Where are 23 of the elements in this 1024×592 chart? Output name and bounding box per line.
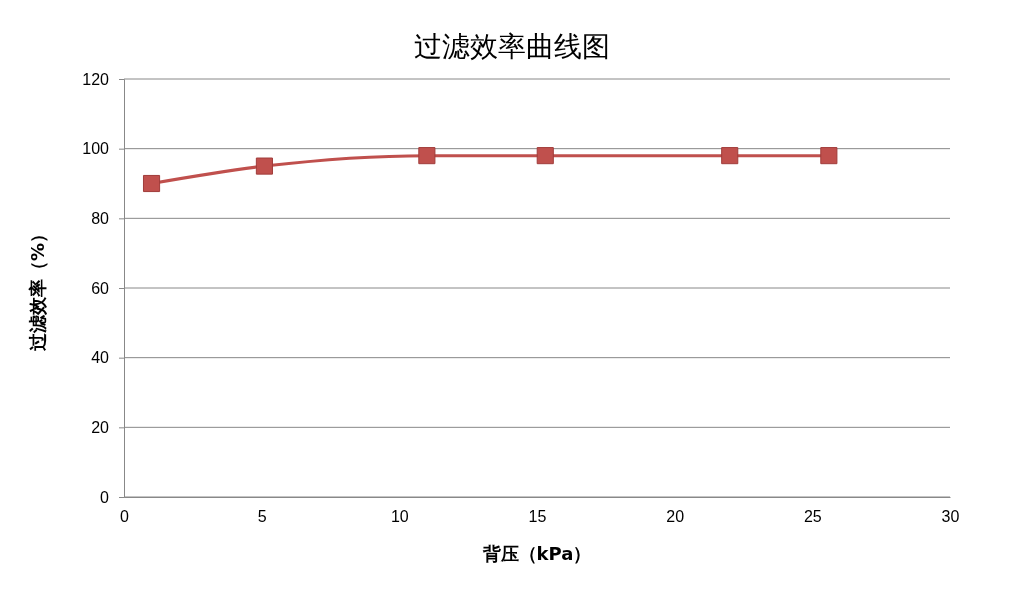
y-tick-label: 60: [91, 279, 110, 297]
y-tick-label: 120: [82, 70, 110, 88]
y-tick-label: 100: [82, 140, 110, 158]
y-axis-title: 过滤效率（%）: [27, 224, 48, 353]
x-tick-label: 0: [120, 508, 130, 526]
y-tick-label: 40: [91, 349, 110, 367]
point: [820, 147, 838, 165]
point: [418, 147, 436, 165]
point: [142, 174, 161, 193]
point: [721, 147, 739, 165]
x-tick-label: 10: [390, 508, 409, 526]
x-tick-label: 20: [666, 508, 685, 526]
y-tick-label: 20: [91, 418, 110, 436]
point: [255, 157, 273, 175]
chart-title: 过滤效率曲线图: [414, 30, 610, 63]
x-axis-title: 背压（kPa）: [481, 543, 592, 564]
y-tick-label: 80: [91, 209, 110, 227]
x-tick-label: 30: [941, 508, 960, 526]
y-tick-label: 0: [100, 488, 110, 506]
x-tick-label: 25: [803, 508, 822, 526]
x-tick-label: 15: [528, 508, 547, 526]
point: [536, 147, 554, 165]
x-tick-label: 5: [257, 508, 267, 526]
